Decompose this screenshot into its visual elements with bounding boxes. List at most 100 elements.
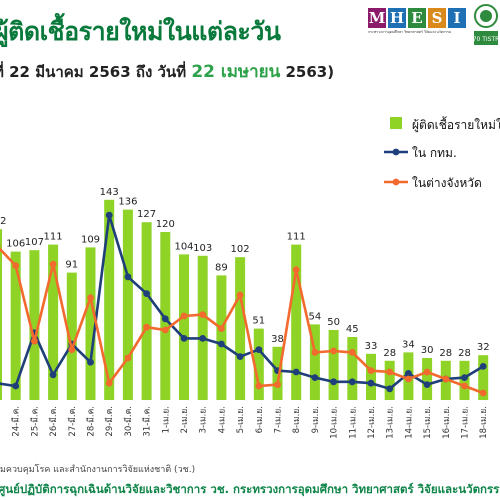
legend-label-0: ผู้ติดเชื้อรายใหม่ใ	[412, 116, 500, 133]
data-label-16: 111	[287, 232, 306, 243]
series-point-0-16	[292, 368, 300, 376]
data-label-23: 30	[421, 345, 434, 356]
bar-17	[309, 324, 320, 400]
data-label-7: 136	[118, 197, 137, 208]
bar-20	[366, 353, 376, 400]
data-label-13: 102	[231, 244, 250, 255]
legend-swatch-0	[390, 117, 402, 129]
series-point-1-13	[236, 291, 244, 299]
series-point-1-15	[274, 381, 281, 388]
bar-19	[347, 337, 358, 400]
series-point-1-16	[292, 266, 300, 274]
x-tick-26: 18-เม.ย.	[479, 406, 489, 439]
series-point-1-9	[161, 326, 169, 334]
data-label-3: 111	[44, 232, 63, 243]
subtitle-date-range: ที่ 22 มีนาคม 2563 ถึง วันที่	[0, 63, 187, 81]
bar-14	[253, 328, 264, 400]
x-tick-16: 8-เม.ย.	[292, 406, 302, 433]
tistr-seal-logo: 70 TISTR	[473, 4, 500, 45]
x-tick-21: 13-เม.ย.	[386, 406, 396, 439]
series-point-1-19	[348, 349, 356, 356]
data-label-21: 28	[383, 348, 396, 359]
series-point-1-26	[479, 389, 487, 397]
x-tick-3: 26-มี.ค.	[48, 406, 59, 437]
series-point-1-5	[87, 294, 94, 302]
x-tick-18: 10-เม.ย.	[330, 406, 340, 439]
x-tick-5: 28-มี.ค.	[86, 406, 97, 437]
bar-23	[422, 358, 433, 400]
series-point-0-19	[348, 378, 356, 386]
series-point-1-8	[143, 323, 151, 331]
bar-13	[235, 257, 246, 400]
footer-bar: ศูนย์ปฏิบัติการฉุกเฉินด้านวิจัยและวิชากา…	[0, 478, 500, 500]
series-point-0-23	[423, 381, 431, 388]
bar-0	[0, 229, 2, 400]
series-point-0-20	[367, 379, 375, 387]
bar-18	[328, 330, 339, 400]
series-point-0-1	[12, 382, 20, 390]
series-point-0-3	[49, 371, 57, 379]
x-tick-8: 31-มี.ค.	[142, 406, 153, 437]
data-label-8: 127	[137, 209, 156, 220]
seal-text: 70 TISTR	[473, 36, 500, 43]
data-label-5: 109	[81, 234, 100, 245]
data-label-18: 50	[327, 317, 340, 328]
data-label-9: 120	[156, 219, 175, 230]
bar-8	[141, 222, 152, 400]
legend-marker-1	[392, 148, 400, 156]
x-tick-22: 14-เม.ย.	[404, 406, 414, 439]
series-point-0-12	[218, 340, 225, 348]
logo-letter-s: S	[428, 8, 446, 28]
bar-5	[85, 247, 96, 400]
bar-21	[384, 360, 395, 400]
series-point-0-14	[255, 346, 263, 353]
data-label-20: 33	[365, 341, 378, 352]
subtitle-highlight-date: 22 เมษายน	[191, 62, 281, 82]
data-label-4: 91	[65, 260, 78, 271]
series-point-1-20	[367, 367, 375, 374]
legend-marker-2	[392, 178, 400, 186]
data-label-11: 103	[193, 243, 212, 254]
series-point-1-25	[461, 382, 468, 390]
x-tick-11: 3-เม.ย.	[199, 406, 209, 433]
bar-7	[122, 209, 133, 400]
x-tick-7: 30-มี.ค.	[123, 406, 134, 437]
mhesi-logo-subtext: กระทรวงการอุดมศึกษา วิทยาศาสตร์ วิจัยและ…	[368, 30, 452, 34]
footer-text: ศูนย์ปฏิบัติการฉุกเฉินด้านวิจัยและวิชากา…	[0, 482, 500, 496]
legend-label-2: ในต่างจังหวัด	[412, 176, 482, 190]
data-label-15: 38	[271, 334, 284, 345]
series-point-0-8	[143, 290, 151, 297]
bar-2	[29, 250, 40, 400]
data-label-1: 106	[6, 239, 25, 250]
x-tick-10: 2-เม.ย.	[180, 406, 190, 433]
x-tick-2: 25-มี.ค.	[29, 406, 40, 437]
series-point-0-25	[461, 374, 468, 381]
bar-11	[197, 255, 208, 400]
x-tick-12: 4-เม.ย.	[217, 406, 227, 433]
bar-3	[48, 244, 59, 400]
series-point-1-4	[68, 346, 76, 353]
data-label-0: 122	[0, 216, 7, 227]
x-tick-23: 15-เม.ย.	[423, 406, 433, 439]
x-tick-15: 7-เม.ย.	[274, 406, 284, 433]
x-tick-25: 17-เม.ย.	[461, 406, 471, 439]
subtitle-year: 2563)	[285, 63, 335, 81]
series-point-1-22	[405, 375, 412, 383]
series-point-0-22	[405, 370, 412, 377]
series-point-0-5	[87, 358, 94, 366]
series-point-0-9	[161, 315, 169, 323]
series-point-1-10	[180, 312, 188, 320]
legend-label-1: ใน กทม.	[412, 146, 457, 160]
bar-12	[216, 275, 227, 400]
x-tick-24: 16-เม.ย.	[442, 406, 452, 439]
x-tick-17: 9-เม.ย.	[311, 406, 321, 433]
bar-16	[291, 244, 302, 400]
bar-10	[179, 254, 189, 400]
bar-26	[478, 355, 489, 400]
chart-subtitle: ที่ 22 มีนาคม 2563 ถึง วันที่ 22 เมษายน …	[0, 58, 334, 85]
x-tick-9: 1-เม.ย.	[161, 406, 171, 433]
data-label-14: 51	[252, 316, 265, 327]
series-point-0-26	[479, 363, 487, 370]
x-tick-4: 27-มี.ค.	[67, 406, 78, 437]
